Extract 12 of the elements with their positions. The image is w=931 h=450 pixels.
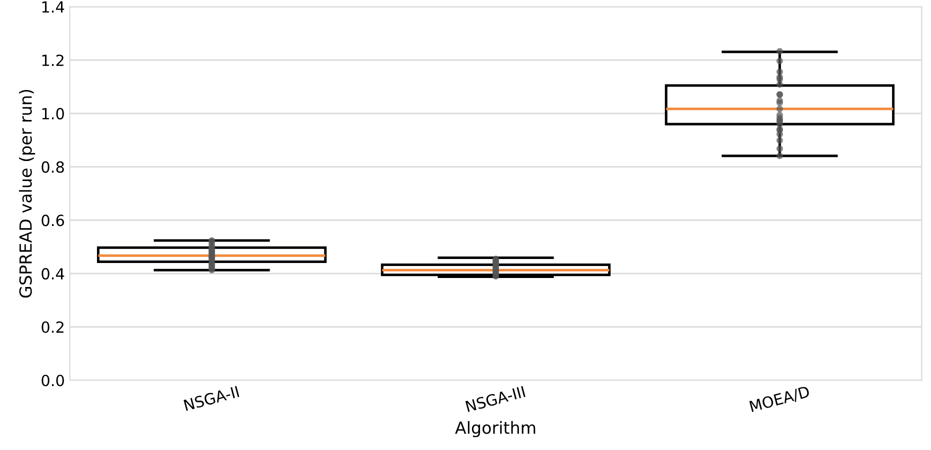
x-axis-title: Algorithm (455, 421, 536, 438)
y-tick-label: 0.6 (42, 214, 64, 226)
y-tick-label: 0.8 (42, 161, 64, 173)
y-tick-label: 0.4 (42, 268, 64, 280)
x-tick-label: NSGA-II (184, 386, 240, 412)
x-tick-label: MOEA/D (749, 386, 810, 414)
y-tick-label: 0.2 (42, 321, 64, 333)
y-tick-label: 1.4 (42, 1, 64, 13)
y-tick-label: 1.0 (42, 108, 64, 120)
y-tick-label: 1.2 (42, 54, 64, 66)
y-tick-label: 0.0 (42, 374, 64, 386)
y-axis-title: GSPREAD value (per run) (18, 90, 36, 298)
